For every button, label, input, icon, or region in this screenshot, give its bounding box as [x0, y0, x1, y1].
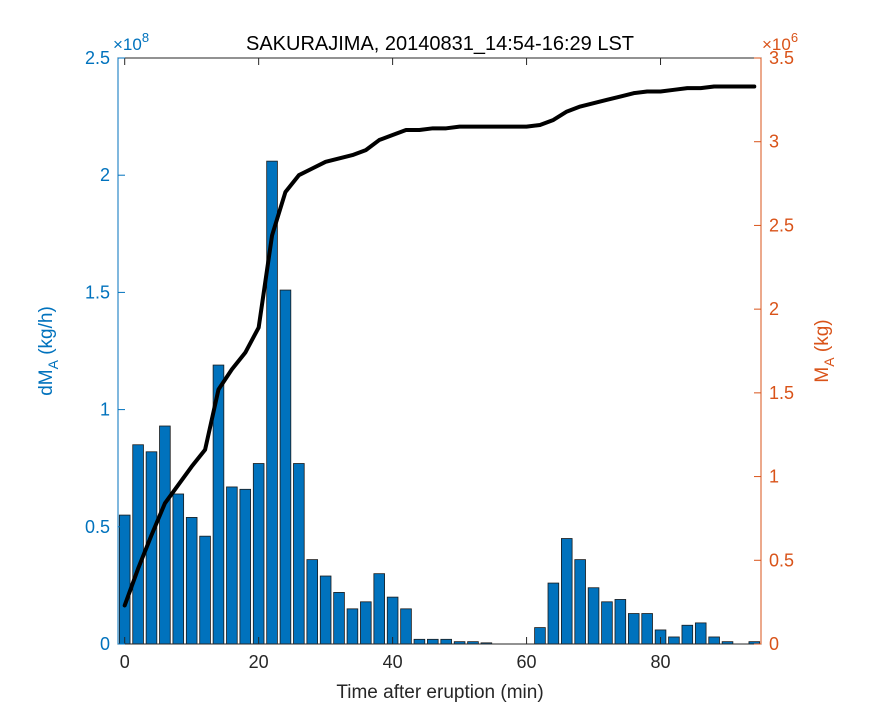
left-exponent-base: ×10: [113, 35, 142, 54]
right-exponent-base: ×10: [762, 35, 791, 54]
bar-9: [239, 488, 252, 645]
bar-23: [427, 638, 439, 645]
bar-36: [601, 601, 613, 645]
left-axis-label-main: dM: [36, 369, 57, 395]
right-exponent: ×106: [762, 30, 798, 54]
left-ticks: 0 0.5 1 1.5 2 2.5: [85, 48, 125, 654]
bar-10: [252, 463, 265, 645]
bar-4: [172, 493, 185, 645]
x-tick-label-0: 0: [120, 652, 130, 672]
right-axis-label-main: M: [812, 367, 833, 383]
bar-20: [386, 596, 399, 645]
bar-34: [574, 559, 586, 645]
bar-33: [561, 538, 573, 645]
left-axis-label-unit: (kg/h): [36, 306, 57, 360]
bar-14: [306, 559, 319, 645]
left-exponent-power: 8: [142, 30, 149, 45]
bar-13: [293, 463, 305, 645]
right-tick-label-0: 0: [769, 634, 779, 654]
bar-43: [694, 622, 707, 645]
line-layer: [122, 84, 757, 608]
right-tick-label-3: 1.5: [769, 383, 794, 403]
left-axis-label: dMA (kg/h): [36, 306, 61, 396]
bar-15: [319, 575, 332, 645]
right-tick-label-6: 3: [769, 132, 779, 152]
right-tick-label-4: 2: [769, 299, 779, 319]
right-ticks: 0 0.5 1 1.5 2 2.5 3 3.5: [754, 48, 794, 654]
bar-17: [346, 608, 359, 645]
x-tick-label-4: 80: [651, 652, 671, 672]
cumulative-mass-line: [122, 84, 757, 608]
bar-6: [199, 535, 211, 645]
x-ticks: 0 20 40 60 80: [120, 58, 671, 672]
bar-8: [226, 486, 238, 645]
bar-41: [668, 636, 680, 645]
left-tick-label-2: 1: [100, 400, 110, 420]
bar-19: [373, 573, 385, 645]
bar-39: [641, 613, 653, 645]
left-exponent: ×108: [113, 30, 149, 54]
left-tick-label-3: 1.5: [85, 282, 110, 302]
left-tick-label-0: 0: [100, 634, 110, 654]
bars-layer: [118, 160, 761, 645]
bar-5: [185, 517, 198, 645]
chart-title: SAKURAJIMA, 20140831_14:54-16:29 LST: [246, 33, 634, 55]
x-axis-label: Time after eruption (min): [336, 682, 543, 703]
bar-21: [400, 608, 412, 645]
bar-24: [440, 638, 452, 645]
left-tick-label-4: 2: [100, 165, 110, 185]
bar-3: [159, 425, 171, 645]
right-tick-label-1: 0.5: [769, 550, 794, 570]
bar-35: [587, 587, 600, 645]
bar-12: [279, 289, 292, 645]
bar-32: [547, 582, 560, 645]
bar-44: [708, 636, 720, 645]
left-tick-label-1: 0.5: [85, 517, 110, 537]
right-axis-label: MA (kg): [812, 319, 837, 382]
left-axis-label-sub: A: [45, 359, 61, 369]
right-tick-label-7: 3.5: [769, 48, 794, 68]
x-tick-label-3: 60: [517, 652, 537, 672]
bar-16: [333, 592, 345, 645]
right-exponent-power: 6: [791, 30, 798, 45]
bar-0: [118, 514, 131, 645]
bar-31: [534, 627, 546, 645]
right-tick-label-2: 1: [769, 467, 779, 487]
left-tick-label-5: 2.5: [85, 48, 110, 68]
bar-1: [132, 444, 144, 645]
x-tick-label-1: 20: [249, 652, 269, 672]
bar-42: [681, 624, 694, 645]
bar-22: [413, 638, 426, 645]
bar-38: [627, 613, 640, 645]
x-tick-label-2: 40: [383, 652, 403, 672]
right-axis-label-unit: (kg): [812, 319, 833, 357]
right-axis-label-sub: A: [821, 357, 837, 367]
right-tick-label-5: 2.5: [769, 215, 794, 235]
bar-18: [360, 601, 372, 645]
bar-37: [614, 599, 627, 645]
